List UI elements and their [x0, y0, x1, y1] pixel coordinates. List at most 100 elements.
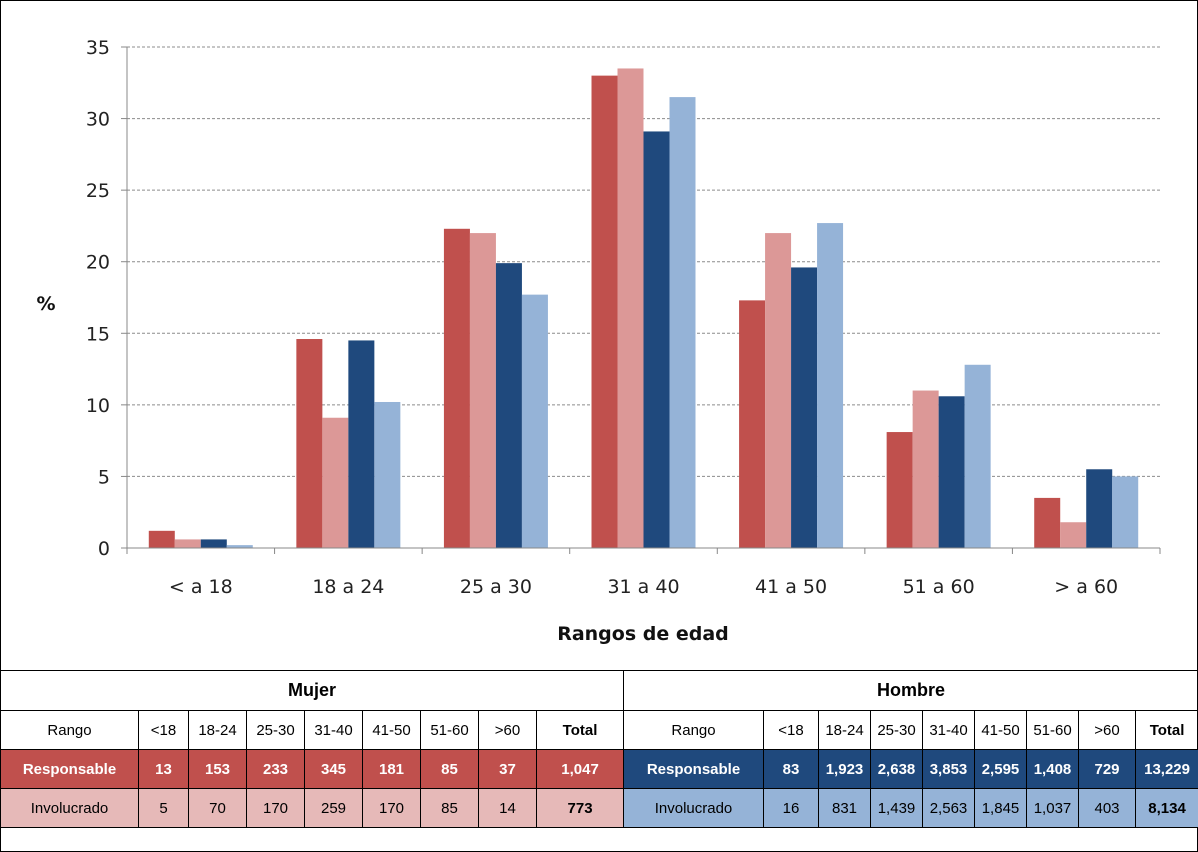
hombre-inv-cell: 1,439	[870, 788, 923, 828]
bar	[765, 233, 792, 549]
x-tick-label: < a 18	[169, 576, 233, 598]
mujer-header-cell: Total	[535, 710, 625, 750]
hombre-header-cell: 41-50	[974, 710, 1027, 750]
bar	[348, 340, 375, 548]
bar	[296, 339, 323, 548]
hombre-header-cell: 31-40	[922, 710, 975, 750]
hombre-inv-cell: 831	[818, 788, 871, 828]
hombre-inv-cell: Involucrado	[623, 788, 764, 828]
mujer-inv-cell: Involucrado	[0, 788, 139, 828]
y-tick-label: 35	[86, 37, 110, 59]
hombre-inv-cell: 1,845	[974, 788, 1027, 828]
y-tick-label: 10	[86, 395, 110, 417]
mujer-inv-cell: 70	[188, 788, 247, 828]
mujer-inv-cell: 85	[420, 788, 479, 828]
hombre-inv-cell: 403	[1078, 788, 1136, 828]
hombre-header-cell: 18-24	[818, 710, 871, 750]
mujer-responsable-row: Responsable 13 153 233 345 181 85 37 1,0…	[0, 749, 625, 789]
bar	[964, 364, 991, 548]
bar	[374, 401, 401, 548]
mujer-header-cell: 18-24	[188, 710, 247, 750]
hombre-header-cell: Rango	[623, 710, 764, 750]
bar	[200, 539, 227, 548]
hombre-resp-cell: 3,853	[922, 749, 975, 789]
y-tick-label: 5	[98, 466, 110, 488]
hombre-resp-cell: 83	[763, 749, 819, 789]
bar	[443, 228, 470, 548]
bar	[817, 223, 844, 548]
x-tick-label: > a 60	[1054, 576, 1118, 598]
bar	[495, 263, 522, 548]
x-tick-label: 31 a 40	[607, 576, 679, 598]
bar-chart: 0 5 10 15 20 25 30 35 < a 18 18 a 24 25 a 30 31 a 4…	[36, 37, 1161, 645]
y-axis-title: %	[36, 293, 55, 315]
y-tick-label: 20	[86, 252, 110, 274]
hombre-resp-cell: 1,408	[1026, 749, 1079, 789]
mujer-resp-cell: 345	[304, 749, 363, 789]
bar	[739, 300, 766, 548]
hombre-resp-cell: 1,923	[818, 749, 871, 789]
hombre-resp-cell: 13,229	[1134, 749, 1198, 789]
bar	[469, 233, 496, 549]
x-axis-title: Rangos de edad	[557, 623, 729, 645]
hombre-header-cell: <18	[763, 710, 819, 750]
hombre-header-row: Rango <18 18-24 25-30 31-40 41-50 51-60 …	[623, 710, 1198, 750]
bar	[1034, 497, 1061, 548]
mujer-header-cell: 41-50	[362, 710, 421, 750]
hombre-resp-cell: Responsable	[623, 749, 764, 789]
mujer-involucrado-row: Involucrado 5 70 170 259 170 85 14 773	[0, 788, 625, 828]
bar	[938, 396, 965, 548]
bar	[643, 131, 670, 548]
y-tick-label: 25	[86, 180, 110, 202]
bar	[174, 539, 201, 548]
mujer-resp-cell: 13	[138, 749, 189, 789]
hombre-resp-cell: 2,638	[870, 749, 923, 789]
x-tick-label: 18 a 24	[312, 576, 384, 598]
hombre-inv-cell: 2,563	[922, 788, 975, 828]
mujer-inv-cell: 5	[138, 788, 189, 828]
bar	[1086, 469, 1113, 548]
mujer-header-cell: 25-30	[246, 710, 305, 750]
hombre-inv-cell: 1,037	[1026, 788, 1079, 828]
bar	[791, 267, 818, 548]
bar	[322, 417, 349, 548]
hombre-inv-cell: 16	[763, 788, 819, 828]
table-hombre: Hombre Rango <18 18-24 25-30 31-40 41-50…	[622, 670, 1198, 828]
hombre-resp-cell: 2,595	[974, 749, 1027, 789]
hombre-responsable-row: Responsable 83 1,923 2,638 3,853 2,595 1…	[623, 749, 1198, 789]
hombre-title: Hombre	[622, 670, 1198, 711]
mujer-resp-cell: 233	[246, 749, 305, 789]
hombre-inv-cell: 8,134	[1134, 788, 1198, 828]
hombre-header-cell: >60	[1078, 710, 1136, 750]
mujer-resp-cell: 153	[188, 749, 247, 789]
mujer-resp-cell: 181	[362, 749, 421, 789]
bar	[591, 75, 618, 548]
bar	[669, 97, 696, 548]
mujer-title: Mujer	[0, 670, 625, 711]
mujer-header-cell: <18	[138, 710, 189, 750]
bar	[148, 530, 175, 548]
hombre-header-cell: 51-60	[1026, 710, 1079, 750]
mujer-inv-cell: 773	[535, 788, 625, 828]
hombre-resp-cell: 729	[1078, 749, 1136, 789]
bar	[886, 432, 913, 548]
mujer-header-cell: >60	[478, 710, 537, 750]
bar	[1060, 522, 1087, 548]
hombre-involucrado-row: Involucrado 16 831 1,439 2,563 1,845 1,0…	[623, 788, 1198, 828]
bar	[521, 294, 548, 548]
bar	[617, 68, 644, 548]
mujer-inv-cell: 170	[362, 788, 421, 828]
x-tick-label: 41 a 50	[755, 576, 827, 598]
mujer-inv-cell: 259	[304, 788, 363, 828]
hombre-header-cell: Total	[1134, 710, 1198, 750]
x-tick-label: 25 a 30	[460, 576, 532, 598]
mujer-resp-cell: 1,047	[535, 749, 625, 789]
mujer-inv-cell: 14	[478, 788, 537, 828]
mujer-header-cell: 51-60	[420, 710, 479, 750]
mujer-resp-cell: Responsable	[0, 749, 139, 789]
y-tick-label: 0	[98, 538, 110, 560]
mujer-header-cell: Rango	[0, 710, 139, 750]
y-tick-label: 15	[86, 323, 110, 345]
mujer-resp-cell: 37	[478, 749, 537, 789]
table-mujer: Mujer Rango <18 18-24 25-30 31-40 41-50 …	[0, 670, 625, 828]
